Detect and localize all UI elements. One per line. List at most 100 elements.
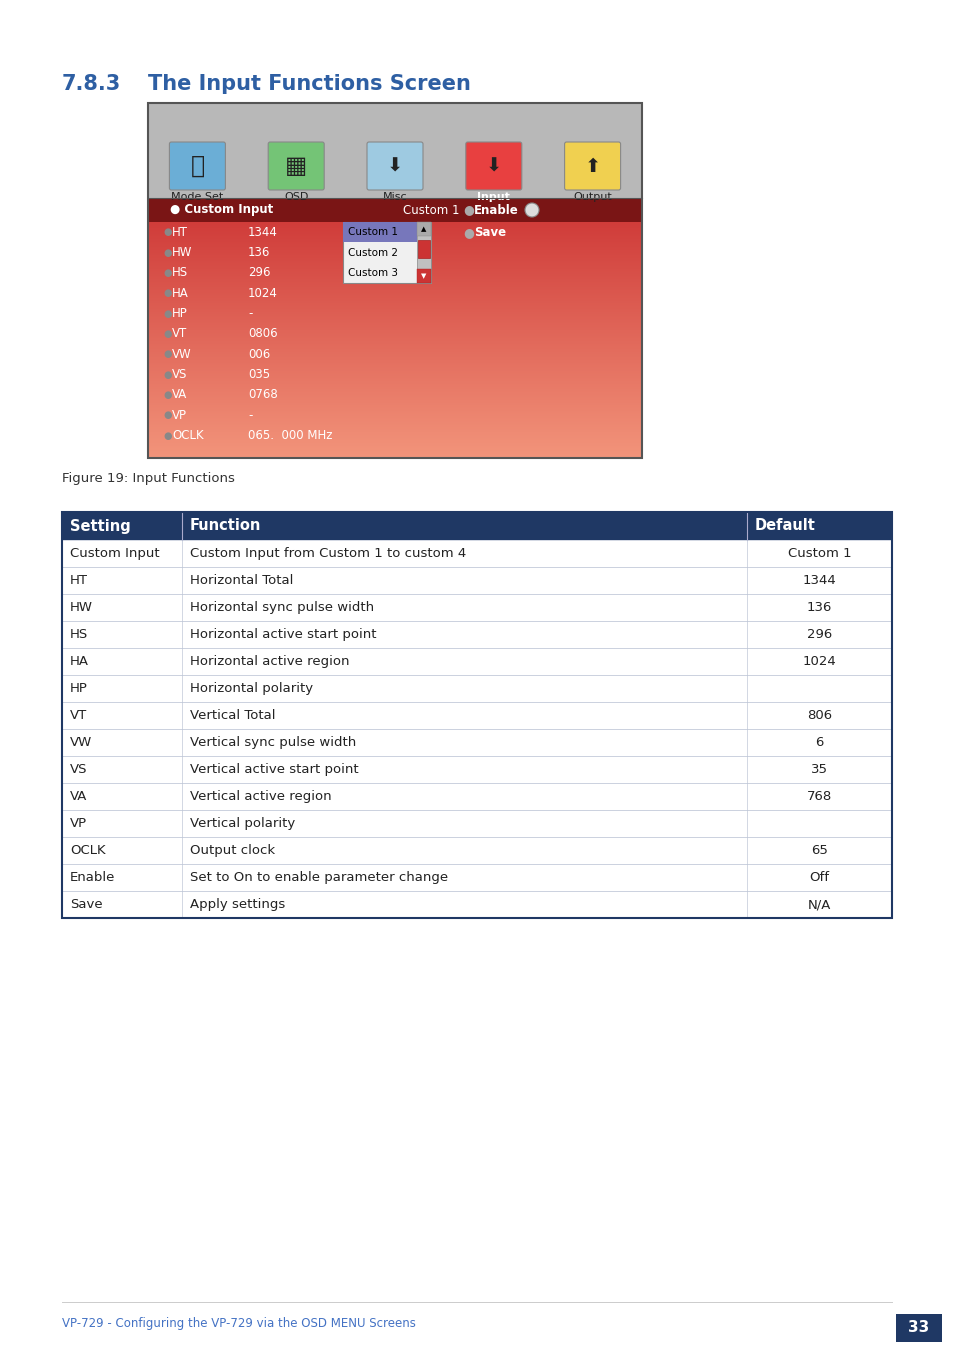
- Text: 1344: 1344: [248, 226, 277, 238]
- Text: OCLK: OCLK: [172, 429, 203, 443]
- Bar: [148, 382, 641, 383]
- Bar: [148, 322, 641, 324]
- Bar: [148, 428, 641, 429]
- Bar: [62, 783, 891, 810]
- Text: HW: HW: [172, 246, 193, 259]
- Text: Custom Input from Custom 1 to custom 4: Custom Input from Custom 1 to custom 4: [190, 547, 466, 561]
- Bar: [148, 299, 641, 301]
- Bar: [148, 380, 641, 382]
- Text: ⬆: ⬆: [584, 157, 600, 176]
- Bar: [148, 455, 641, 456]
- Text: Output: Output: [573, 192, 611, 202]
- Bar: [148, 314, 641, 315]
- Text: ●: ●: [163, 329, 172, 338]
- Text: 1344: 1344: [801, 574, 836, 588]
- Bar: [148, 341, 641, 343]
- Bar: [148, 313, 641, 314]
- Bar: [148, 424, 641, 425]
- Bar: [148, 263, 641, 264]
- Bar: [62, 540, 891, 567]
- Bar: [148, 256, 641, 259]
- Bar: [148, 334, 641, 336]
- Bar: [148, 233, 641, 234]
- Text: 006: 006: [248, 348, 270, 360]
- Text: Custom 1: Custom 1: [348, 227, 397, 237]
- Bar: [148, 252, 641, 255]
- Text: Vertical sync pulse width: Vertical sync pulse width: [190, 737, 355, 749]
- Text: HP: HP: [172, 307, 188, 320]
- Text: VA: VA: [70, 789, 88, 803]
- Bar: [148, 207, 641, 209]
- Bar: [148, 371, 641, 372]
- Bar: [148, 198, 641, 222]
- Bar: [148, 230, 641, 232]
- Bar: [416, 222, 431, 283]
- Text: HP: HP: [70, 682, 88, 695]
- Bar: [148, 391, 641, 393]
- Bar: [148, 329, 641, 330]
- Bar: [148, 218, 641, 219]
- Bar: [148, 260, 641, 263]
- Text: Mode Set: Mode Set: [172, 192, 223, 202]
- Bar: [148, 198, 641, 199]
- Bar: [148, 297, 641, 298]
- Bar: [148, 199, 641, 200]
- Bar: [148, 444, 641, 445]
- Bar: [148, 211, 641, 213]
- Bar: [148, 292, 641, 294]
- Bar: [148, 214, 641, 215]
- Text: HT: HT: [70, 574, 88, 588]
- Bar: [148, 326, 641, 328]
- Bar: [148, 360, 641, 362]
- Bar: [148, 402, 641, 403]
- Bar: [148, 218, 641, 219]
- Text: Vertical active region: Vertical active region: [190, 789, 332, 803]
- Bar: [148, 264, 641, 265]
- Bar: [148, 352, 641, 353]
- Bar: [148, 236, 641, 237]
- Bar: [148, 306, 641, 307]
- Text: Horizontal polarity: Horizontal polarity: [190, 682, 313, 695]
- Bar: [148, 199, 641, 200]
- Bar: [148, 447, 641, 448]
- Bar: [148, 259, 641, 260]
- Text: VT: VT: [172, 328, 187, 340]
- Bar: [148, 325, 641, 328]
- Text: VP: VP: [70, 816, 87, 830]
- Bar: [148, 390, 641, 393]
- Bar: [148, 202, 641, 203]
- Bar: [148, 440, 641, 441]
- Bar: [148, 238, 641, 240]
- Bar: [148, 437, 641, 439]
- Text: -: -: [248, 307, 253, 320]
- Bar: [148, 337, 641, 338]
- Text: 136: 136: [806, 601, 831, 613]
- Bar: [148, 249, 641, 250]
- Text: ●: ●: [462, 203, 474, 217]
- Bar: [148, 301, 641, 302]
- Text: ●: ●: [163, 227, 172, 237]
- Bar: [148, 237, 641, 238]
- Bar: [148, 250, 641, 252]
- Bar: [148, 210, 641, 213]
- Text: The Input Functions Screen: The Input Functions Screen: [148, 74, 471, 93]
- Bar: [148, 336, 641, 337]
- Bar: [148, 271, 641, 272]
- Bar: [148, 272, 641, 274]
- Text: 136: 136: [248, 246, 270, 259]
- Bar: [148, 366, 641, 367]
- Bar: [148, 352, 641, 353]
- Bar: [148, 288, 641, 290]
- Text: 0768: 0768: [248, 389, 277, 401]
- Bar: [148, 275, 641, 278]
- Bar: [148, 248, 641, 249]
- Bar: [148, 232, 641, 233]
- Text: HS: HS: [70, 628, 89, 640]
- Text: Input: Input: [476, 192, 510, 202]
- Bar: [148, 363, 641, 364]
- Bar: [148, 229, 641, 230]
- Bar: [148, 435, 641, 436]
- Bar: [148, 274, 641, 275]
- Bar: [62, 837, 891, 864]
- Bar: [148, 286, 641, 287]
